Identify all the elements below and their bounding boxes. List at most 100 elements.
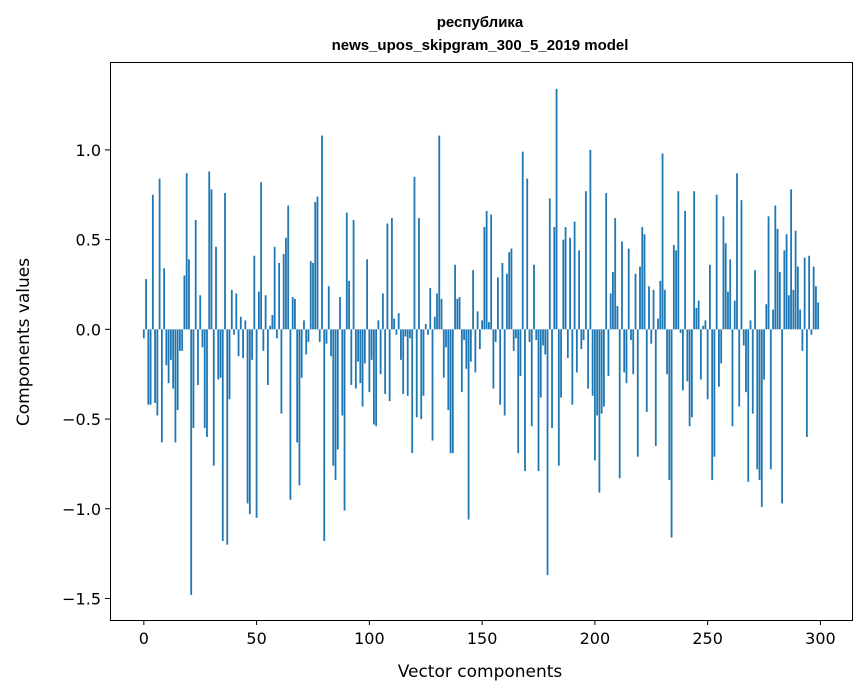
bar	[469, 329, 472, 362]
bar	[668, 329, 671, 481]
bar	[467, 329, 470, 520]
bar	[803, 257, 806, 330]
bar	[537, 329, 540, 472]
bar	[512, 329, 515, 351]
bar	[142, 329, 145, 339]
bar	[224, 192, 226, 330]
bar	[409, 329, 411, 339]
bar	[742, 329, 745, 346]
bar	[237, 329, 240, 357]
x-tick-label: 150	[467, 629, 498, 648]
bar	[634, 273, 637, 330]
bar	[623, 329, 626, 373]
bar	[357, 329, 359, 362]
bar	[749, 320, 752, 330]
bar	[639, 266, 641, 330]
x-tick-label: 300	[805, 629, 836, 648]
bar	[571, 329, 574, 405]
bar	[411, 329, 414, 454]
x-tick-label: 50	[246, 629, 266, 648]
bar	[758, 329, 761, 481]
bar	[515, 329, 517, 339]
bar	[438, 135, 441, 330]
bar	[535, 329, 538, 341]
bar	[303, 320, 305, 330]
bar	[591, 329, 594, 396]
bar	[778, 271, 781, 330]
bar	[733, 300, 736, 330]
bar	[206, 329, 208, 437]
bar	[316, 196, 319, 330]
bar	[427, 329, 429, 335]
bar	[539, 329, 542, 398]
bar	[312, 262, 314, 330]
bar	[690, 329, 693, 418]
bar	[598, 329, 601, 493]
bar	[361, 329, 364, 407]
bar	[551, 329, 553, 429]
bar	[675, 250, 677, 330]
bar	[472, 270, 474, 330]
bar	[413, 176, 416, 330]
bar	[321, 135, 323, 330]
bar	[521, 151, 524, 330]
bar	[772, 309, 774, 330]
bar	[810, 329, 813, 335]
bar	[291, 297, 294, 330]
bar	[269, 325, 272, 330]
bar	[318, 329, 321, 342]
bar	[659, 280, 662, 330]
bar	[618, 329, 621, 479]
bar	[548, 198, 551, 330]
bar	[580, 329, 583, 350]
bar	[379, 329, 382, 375]
bar	[424, 323, 427, 330]
bar	[510, 248, 513, 330]
bar	[555, 88, 558, 330]
bar	[458, 297, 461, 330]
bar	[627, 248, 630, 330]
bar	[190, 329, 193, 595]
bar	[573, 221, 576, 330]
bar	[183, 275, 186, 330]
bar	[210, 189, 213, 330]
bar	[465, 329, 468, 369]
bar	[348, 280, 350, 330]
y-tick-label: 0.5	[76, 231, 101, 250]
bar	[456, 298, 459, 330]
bar	[179, 329, 181, 351]
bar	[230, 289, 233, 330]
bar	[395, 329, 398, 335]
bar	[363, 329, 366, 364]
bar	[490, 214, 493, 330]
bar	[343, 329, 346, 511]
bar	[494, 329, 497, 342]
bar	[429, 288, 432, 330]
bar	[339, 297, 341, 330]
bar	[738, 329, 741, 407]
bar	[239, 316, 242, 330]
bar	[600, 329, 603, 414]
bar	[630, 329, 632, 341]
bar	[185, 173, 188, 330]
bar	[386, 223, 389, 330]
bar	[384, 329, 387, 394]
bar	[704, 320, 707, 330]
bar	[745, 329, 747, 393]
bar	[487, 322, 490, 330]
bar	[501, 262, 504, 330]
bar	[332, 329, 335, 466]
bar	[388, 329, 391, 402]
bar	[422, 329, 425, 396]
bar	[300, 329, 303, 378]
bar	[451, 329, 454, 454]
bar	[172, 329, 175, 389]
bar	[366, 259, 368, 330]
bar	[485, 210, 488, 330]
bar	[760, 329, 763, 507]
bar	[481, 320, 484, 330]
bar	[217, 329, 220, 380]
bar	[557, 329, 560, 466]
bar	[817, 302, 820, 330]
bar	[663, 289, 666, 330]
